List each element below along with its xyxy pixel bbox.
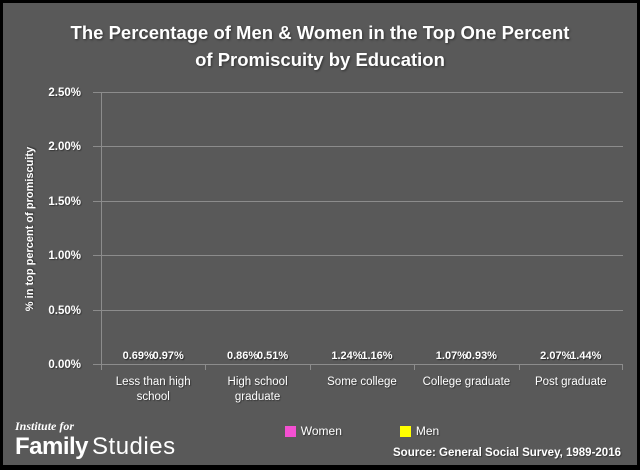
bar-group: 0.86% 0.51% — [205, 93, 309, 365]
y-axis-tick-label: 1.50% — [48, 195, 81, 208]
legend-item-men: Men — [399, 424, 440, 438]
x-axis-labels: Less than high school High school graduat… — [101, 375, 623, 405]
bar-data-label: 1.16% — [361, 350, 393, 362]
bar-group: 1.24% 1.16% — [310, 93, 414, 365]
x-axis-tick — [518, 365, 520, 370]
ifs-logo-family: Family — [15, 433, 89, 460]
ifs-logo-family-studies: Family Studies — [15, 434, 176, 459]
plot-area: 0.69% 0.97% 0.86% 0.51% 1.24% 1.16% 1.07% 0.93%… — [93, 92, 623, 370]
y-axis-tick-label: 2.00% — [48, 141, 81, 154]
x-axis-tick — [101, 365, 102, 370]
bar-data-label: 0.51% — [256, 350, 289, 362]
y-axis-tick-label: 1.00% — [48, 250, 81, 263]
y-axis-line — [101, 93, 102, 365]
y-axis-tick — [93, 364, 101, 365]
ifs-logo-institute-for: Institute for — [15, 419, 75, 433]
chart-title: The Percentage of Men & Women in the Top… — [3, 19, 637, 73]
x-axis-line — [101, 364, 623, 365]
legend-label: Men — [415, 424, 440, 438]
bar-data-label: 0.69% — [122, 350, 154, 362]
x-axis-category-label: College graduate — [422, 376, 511, 388]
chart-title-line1: The Percentage of Men & Women in the Top… — [70, 22, 570, 43]
y-axis-tick-label: 0.00% — [48, 359, 81, 371]
bar-data-label: 1.44% — [570, 350, 602, 362]
bar-data-label: 2.07% — [540, 350, 572, 362]
gridline — [101, 255, 623, 257]
x-axis-tick — [622, 365, 623, 370]
x-axis-category-label: Some college — [327, 376, 397, 388]
y-axis-tick-label: 2.50% — [48, 87, 81, 99]
legend-swatch-men — [399, 425, 411, 437]
y-axis-tick-label: 0.50% — [48, 304, 81, 317]
x-axis-category-label: Post graduate — [534, 376, 607, 388]
y-axis-tick — [93, 200, 101, 202]
bar-group: 1.07% 0.93% — [414, 93, 518, 365]
ifs-logo: Institute for Family Studies — [15, 419, 176, 460]
gridline — [101, 146, 623, 148]
y-axis-tick — [93, 309, 101, 311]
y-axis-tick — [93, 255, 101, 257]
bar-data-label: 0.97% — [152, 350, 184, 362]
legend: Women Men — [101, 424, 623, 438]
x-axis-tick — [414, 365, 416, 370]
x-axis-category-label: High school graduate — [227, 376, 288, 403]
bar-data-label: 1.24% — [331, 350, 363, 362]
x-axis-tick — [309, 365, 311, 370]
x-axis-tick — [205, 365, 207, 370]
y-axis-tick-labels: 0.00% 0.50% 1.00% 1.50% 2.00% 2.50% — [3, 87, 87, 371]
y-axis-tick — [93, 146, 101, 148]
ifs-logo-studies: Studies — [92, 433, 176, 460]
x-axis-category-label: Less than high school — [115, 376, 191, 403]
y-axis-tick — [93, 92, 101, 93]
legend-label: Women — [300, 424, 342, 438]
gridline — [101, 309, 623, 311]
chart-title-line2: of Promiscuity by Education — [195, 49, 445, 70]
legend-item-women: Women — [284, 424, 342, 438]
bar-data-label: 0.93% — [465, 350, 497, 362]
bar-data-label: 0.86% — [226, 350, 259, 362]
bar-group: 0.69% 0.97% — [101, 93, 205, 365]
source-caption: Source: General Social Survey, 1989-2016 — [393, 447, 621, 459]
legend-swatch-women — [284, 425, 296, 437]
gridline — [101, 92, 623, 93]
bar-data-label: 1.07% — [435, 350, 467, 362]
gridline — [101, 200, 623, 202]
bar-group: 2.07% 1.44% — [519, 93, 623, 365]
